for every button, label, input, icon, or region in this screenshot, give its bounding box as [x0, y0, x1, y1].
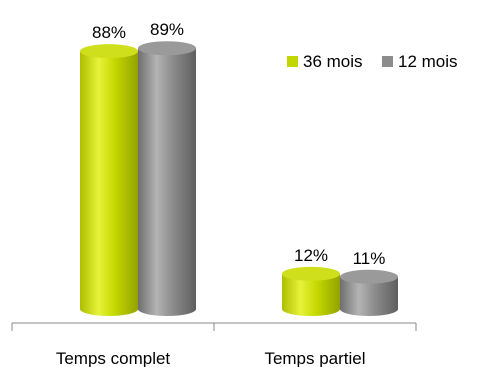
bar-temps-partiel-36-mois — [282, 273, 340, 316]
category-label-temps-partiel: Temps partiel — [264, 349, 365, 367]
bar-top-temps-partiel-36-mois — [282, 266, 340, 281]
legend-label-12-mois: 12 mois — [398, 52, 458, 71]
legend-label-36-mois: 36 mois — [303, 52, 363, 71]
data-label-temps-partiel-12-mois: 11% — [353, 249, 386, 268]
bar-temps-partiel-12-mois — [340, 276, 398, 316]
bar-temps-complet-36-mois — [80, 51, 138, 316]
data-label-temps-complet-12-mois: 89% — [150, 20, 184, 39]
legend-swatch-12-mois — [382, 56, 393, 67]
bar-temps-complet-12-mois — [138, 48, 196, 316]
category-label-temps-complet: Temps complet — [56, 349, 171, 367]
bar-top-temps-complet-36-mois — [80, 44, 138, 59]
legend-swatch-36-mois — [287, 56, 298, 67]
data-label-temps-partiel-36-mois: 12% — [294, 246, 328, 265]
legend: 36 mois 12 mois — [287, 52, 458, 71]
bars-group: 88% 89% 12% 11% — [80, 20, 398, 316]
bar-top-temps-complet-12-mois — [138, 41, 196, 56]
bar-top-temps-partiel-12-mois — [340, 269, 398, 284]
data-label-temps-complet-36-mois: 88% — [92, 23, 126, 42]
